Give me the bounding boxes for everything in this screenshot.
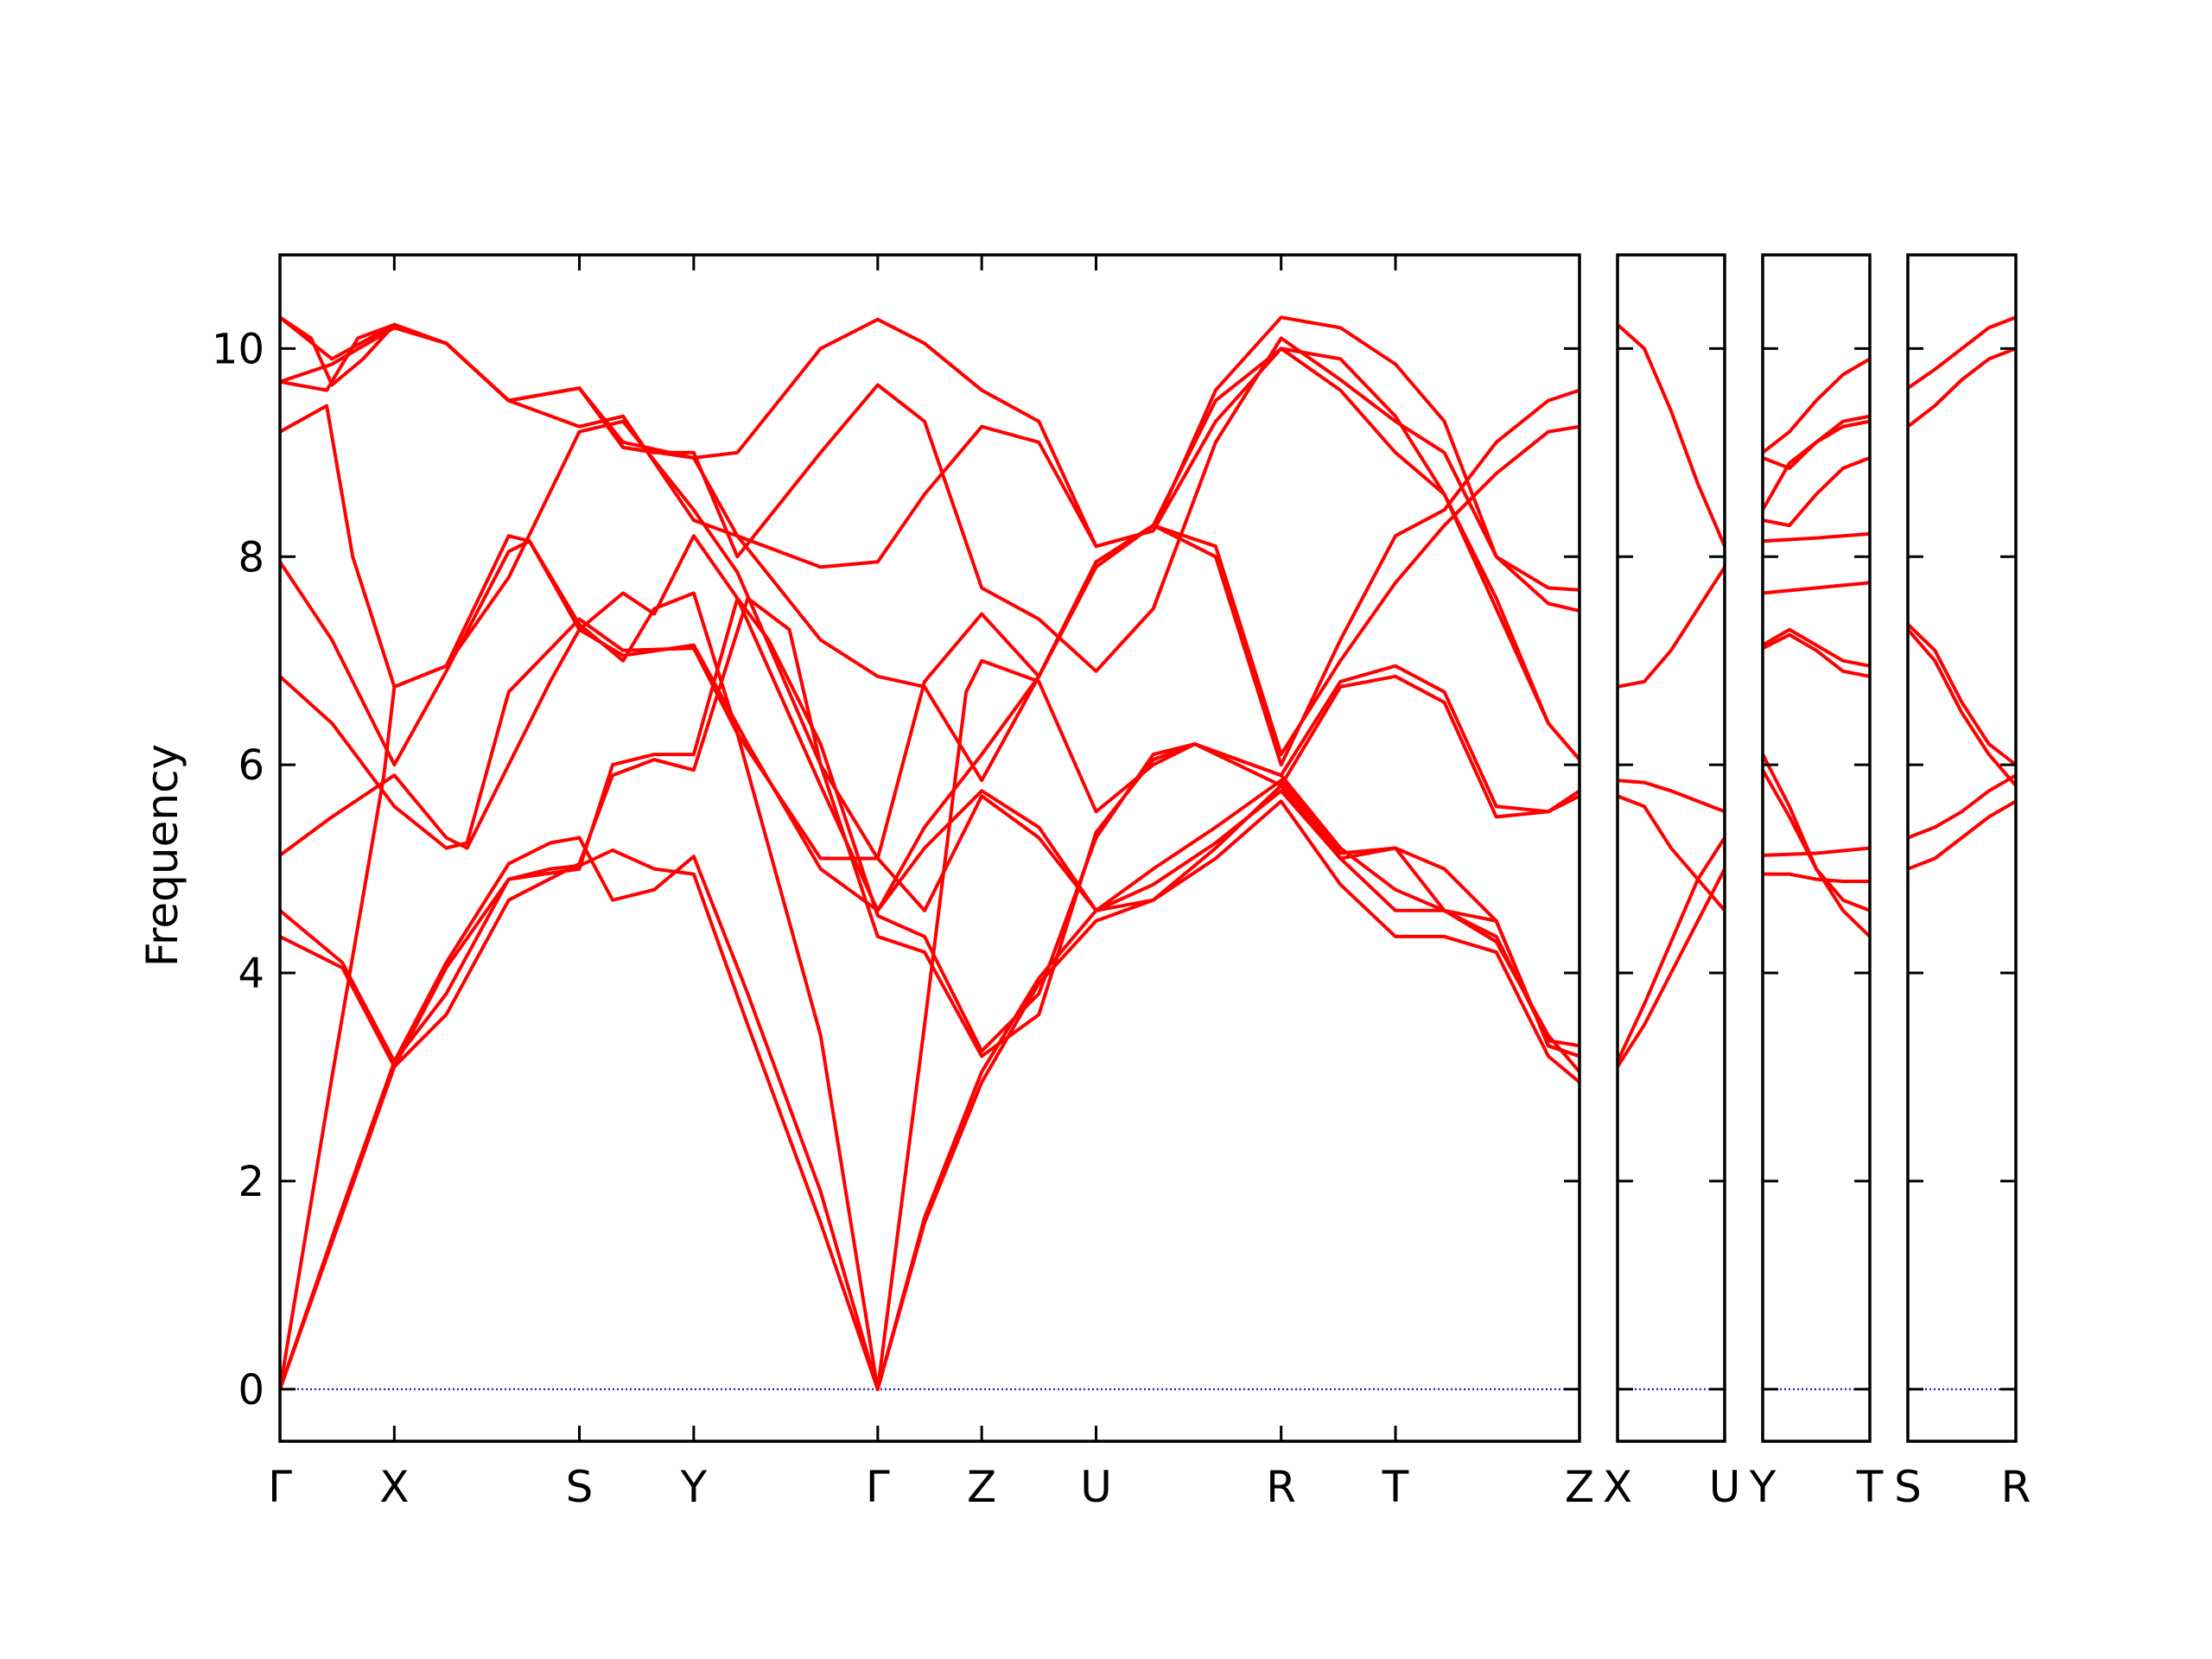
band-13: [280, 315, 1580, 613]
y-tick-label: 10: [212, 325, 264, 373]
band-2: [1908, 773, 2016, 840]
band-1: [280, 799, 1580, 1391]
band-6: [1908, 315, 2016, 390]
x-tick-label: S: [566, 1462, 594, 1512]
band-2: [280, 789, 1580, 1391]
band-5: [1618, 566, 1725, 689]
bands: [1763, 357, 1870, 938]
y-tick-label: 6: [238, 741, 264, 790]
x-tick-label: S: [1894, 1462, 1922, 1512]
bands: [280, 315, 1580, 1391]
band-1: [1763, 872, 1870, 883]
x-tick-label: R: [1266, 1462, 1296, 1512]
band-11: [1763, 414, 1870, 470]
x-tick-label: Z: [967, 1462, 996, 1512]
panel-1: 0 2 4 6 8 10 Γ X S Y Γ Z U R T Z: [212, 253, 1594, 1512]
x-tick-label: T: [1856, 1462, 1884, 1512]
band-4: [280, 596, 1580, 1069]
panel-frame: [1761, 253, 1872, 1443]
panel-frame: [1616, 253, 1726, 1443]
band-3: [1763, 769, 1870, 912]
band-5: [280, 596, 1580, 1064]
band-1: [1908, 799, 2016, 871]
band-8: [1763, 531, 1870, 543]
band-5: [1763, 632, 1870, 678]
x-tick-label: T: [1382, 1462, 1409, 1512]
band-4: [1763, 753, 1870, 938]
band-5: [1908, 346, 2016, 429]
panel-frame: [278, 253, 1581, 1443]
band-9: [1763, 456, 1870, 528]
band-3: [280, 534, 1580, 1391]
y-tick-label: 2: [238, 1158, 264, 1206]
x-tick-label: Γ: [866, 1462, 890, 1512]
band-6: [1618, 323, 1725, 547]
y-axis-label: Frequency: [137, 744, 188, 967]
x-tick-label: R: [2001, 1462, 2031, 1512]
band-4: [1618, 779, 1725, 814]
x-tick-label: Z: [1565, 1462, 1594, 1512]
y-tick-label: 8: [238, 533, 264, 582]
band-9: [280, 388, 1580, 861]
x-tick-label: Γ: [268, 1462, 292, 1512]
y-tick-label: 4: [238, 950, 264, 998]
bands: [1618, 323, 1725, 1068]
band-7: [280, 617, 1580, 1058]
x-tick-label: X: [379, 1462, 409, 1512]
band-2: [1618, 836, 1725, 1063]
x-tick-label: X: [1603, 1462, 1632, 1512]
band-6: [1763, 627, 1870, 668]
band-3: [1618, 794, 1725, 912]
band-12: [1763, 357, 1870, 454]
band-1: [1618, 868, 1725, 1068]
panel-frame: [1906, 253, 2018, 1443]
band-4: [1908, 623, 2016, 766]
x-tick-label: U: [1709, 1462, 1741, 1512]
band-3: [1908, 628, 2016, 787]
band-8: [280, 346, 1580, 912]
band-7: [1763, 581, 1870, 595]
bands: [1908, 315, 2016, 871]
x-tick-label: U: [1080, 1462, 1112, 1512]
y-tick-label: 0: [238, 1366, 264, 1414]
x-tick-label: Y: [1749, 1462, 1777, 1512]
x-tick-label: Y: [680, 1462, 708, 1512]
band-2: [1763, 846, 1870, 857]
